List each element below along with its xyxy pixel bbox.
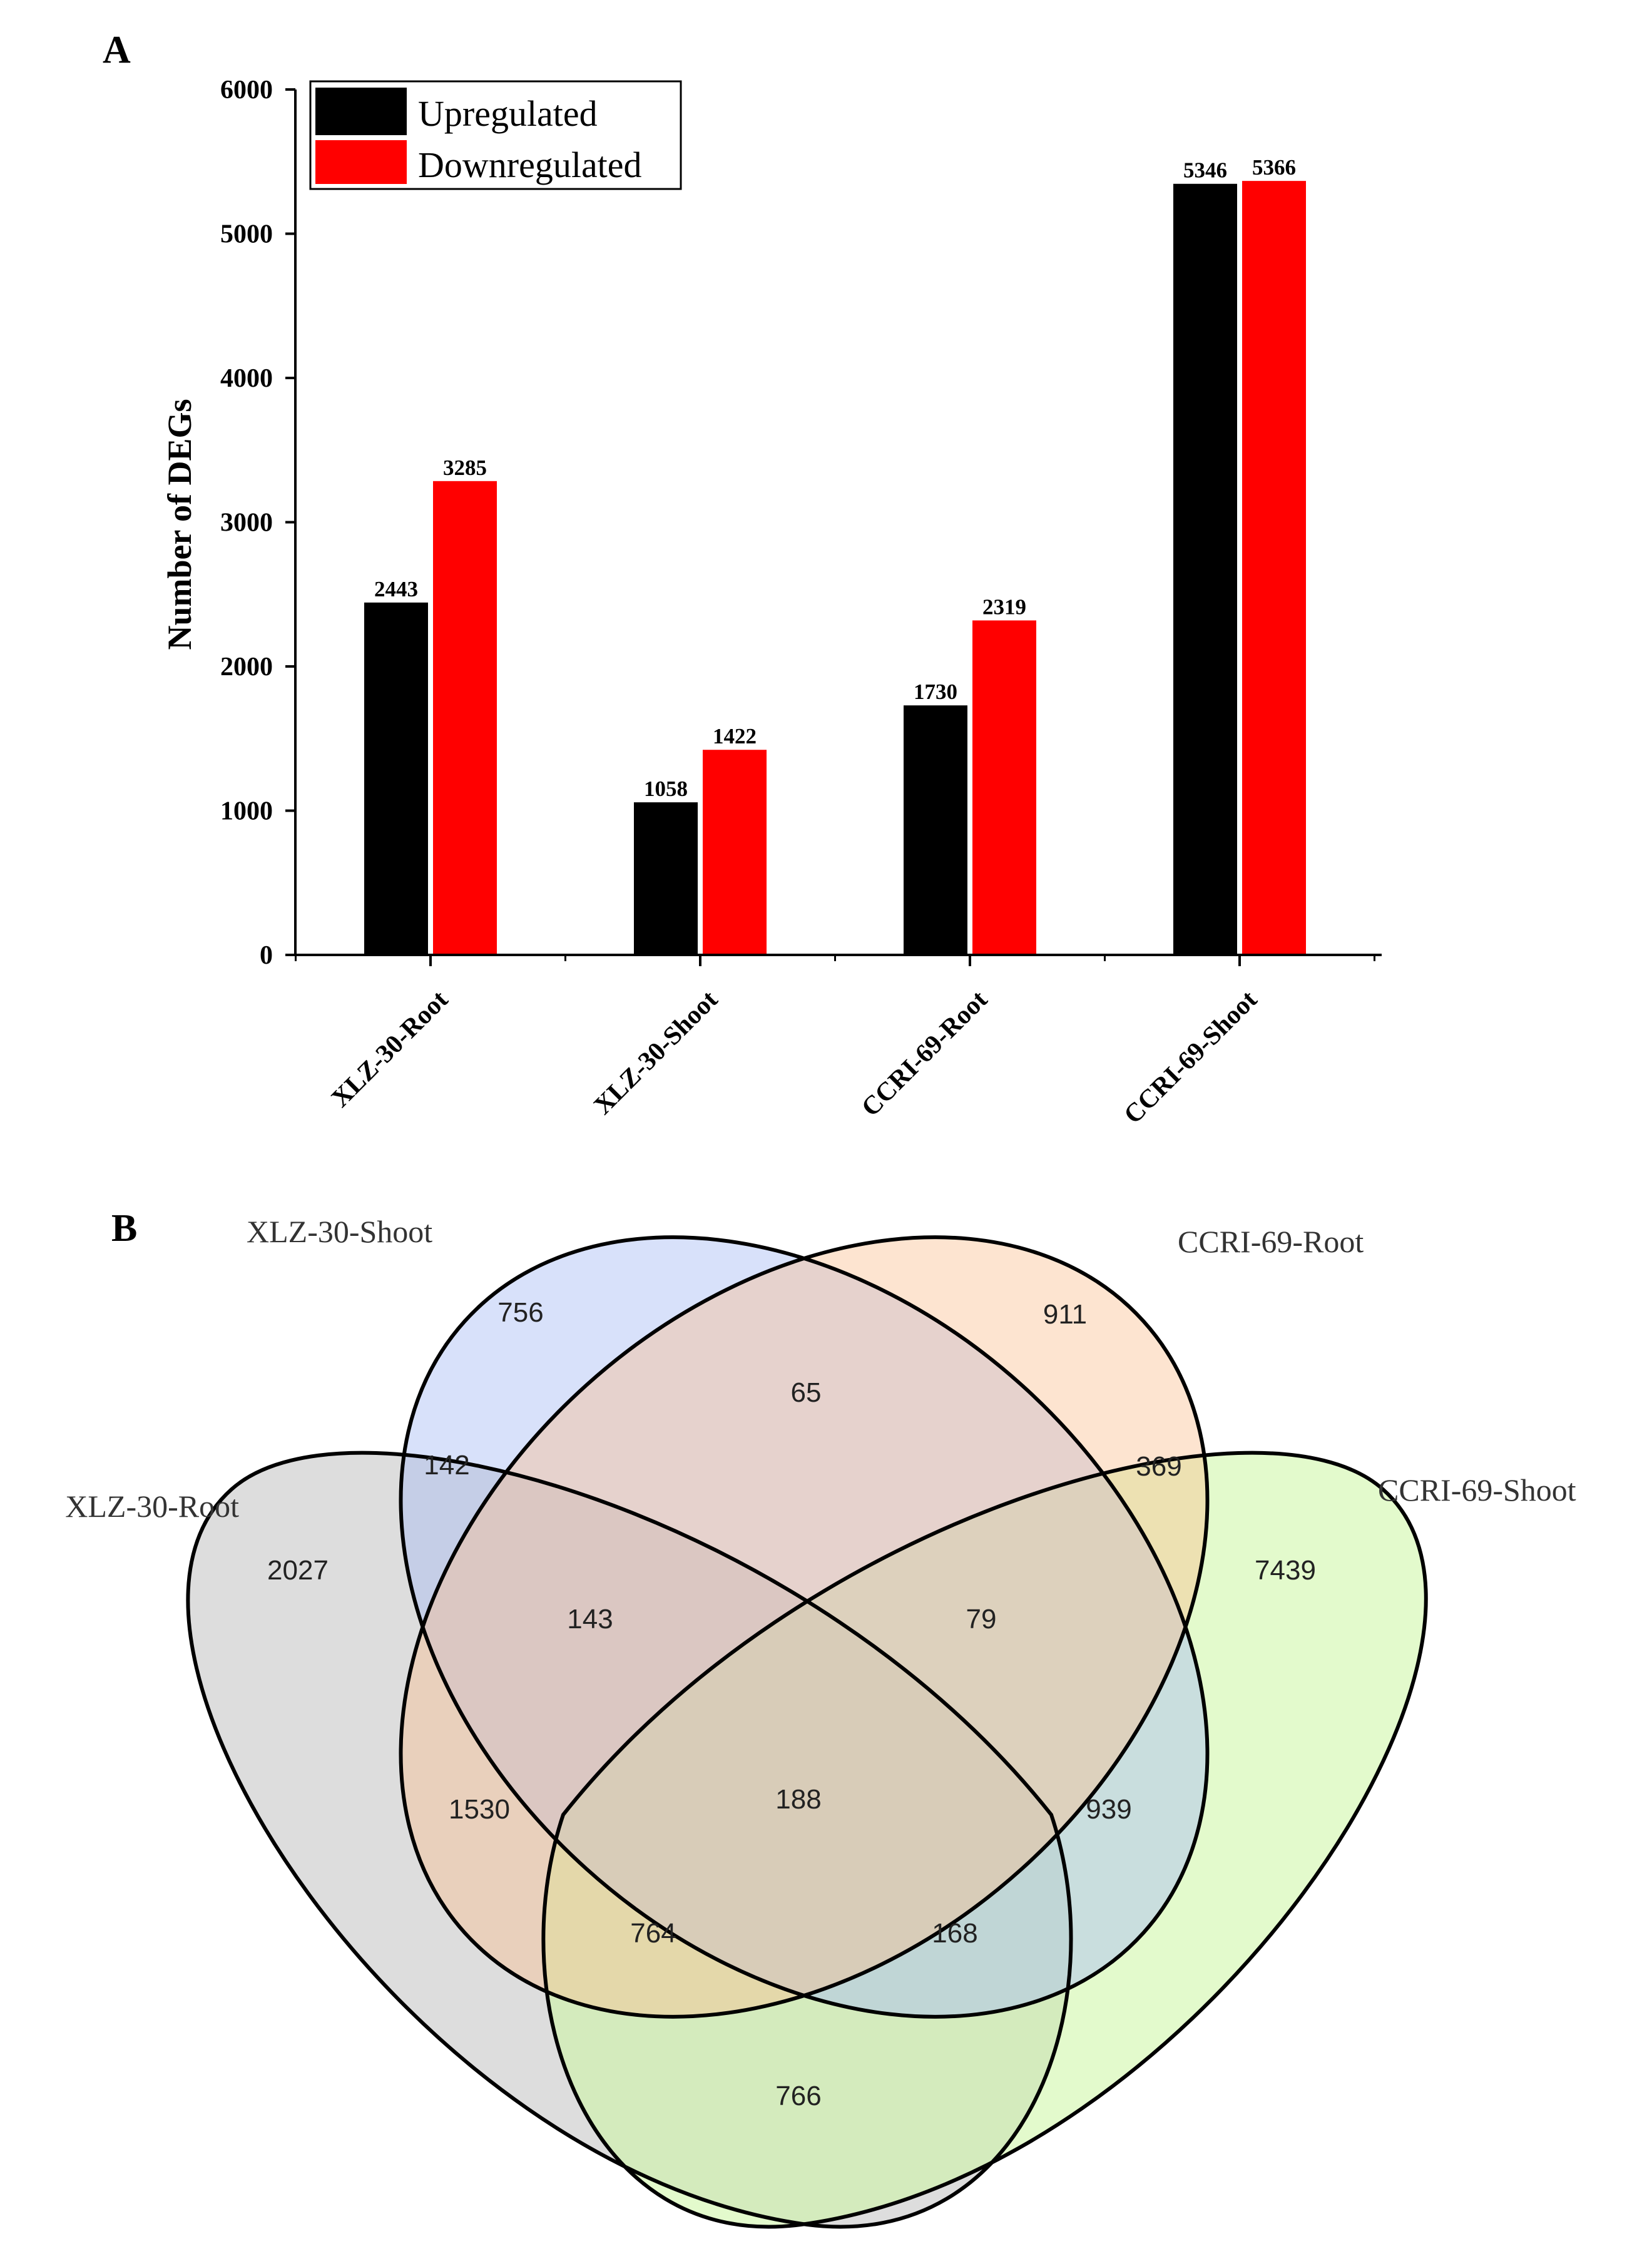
bar-ccri-69-shoot-upregulated xyxy=(1173,183,1237,955)
y-tick-label: 4000 xyxy=(220,364,273,393)
venn-region-counts: 756 911 65 142 369 2027 7439 143 79 1530… xyxy=(267,1297,1316,2111)
bar-value-label: 5346 xyxy=(1183,158,1227,183)
bar-ccri-69-shoot-downregulated xyxy=(1242,181,1306,956)
y-tick-label: 5000 xyxy=(220,220,273,249)
y-tick-label: 0 xyxy=(260,941,273,970)
venn-outline-xlz-30-root xyxy=(186,1451,1073,2229)
bar-value-label: 5366 xyxy=(1252,155,1296,180)
bar-ccri-69-root-upregulated xyxy=(904,705,967,955)
bar-value-label: 2319 xyxy=(982,594,1026,619)
venn-count-ccri-shoot-only: 7439 xyxy=(1255,1555,1316,1586)
venn-count-ccriroot-ccrishoot: 369 xyxy=(1136,1451,1181,1482)
bar-value-label: 3285 xyxy=(443,456,487,480)
venn-count-xlz-root-only: 2027 xyxy=(267,1555,329,1586)
legend-label-downregulated: Downregulated xyxy=(418,145,642,185)
y-tick-label: 6000 xyxy=(220,76,273,105)
panel-b-venn-diagram: B XLZ-30-Root XLZ-30-Shoot CCRI-69-Root … xyxy=(65,1207,1576,2229)
venn-outline-ccri-69-root xyxy=(399,1235,1210,2019)
venn-count-shoot-ccriroot-ccrishoot: 79 xyxy=(966,1604,997,1635)
panel-b-label: B xyxy=(111,1207,137,1250)
panel-a-bar-chart: A Number of DEGs 0 1000 2000 3000 4000 5000 60… xyxy=(103,29,1382,1130)
venn-outlines xyxy=(186,1235,1428,2229)
legend-swatch-downregulated xyxy=(315,140,407,184)
venn-set-ccri-69-shoot xyxy=(543,1452,1426,2227)
bar-xlz-30-shoot-upregulated xyxy=(634,802,698,955)
y-tick-label: 2000 xyxy=(220,653,273,681)
bar-value-label: 2443 xyxy=(374,577,418,601)
legend-label-upregulated: Upregulated xyxy=(418,93,598,134)
bars: 2443 3285 1058 1422 1730 2319 5346 5366 xyxy=(364,155,1306,956)
venn-set-xlz-30-shoot xyxy=(400,1237,1208,2017)
venn-count-xlzroot-shoot-ccrishoot: 168 xyxy=(932,1918,977,1949)
bar-xlz-30-shoot-downregulated xyxy=(703,750,767,955)
venn-outline-xlz-30-shoot xyxy=(399,1235,1210,2019)
bar-value-label: 1730 xyxy=(914,680,957,704)
venn-count-xlzroot-ccriroot-ccrishoot: 764 xyxy=(630,1918,676,1949)
venn-count-xlzroot-shoot-ccriroot: 143 xyxy=(567,1604,613,1635)
venn-count-xlzroot-ccriroot: 1530 xyxy=(449,1794,510,1825)
legend: Upregulated Downregulated xyxy=(309,80,682,190)
venn-count-shoot-only: 756 xyxy=(497,1297,543,1328)
venn-count-shoot-ccrishoot: 939 xyxy=(1086,1794,1131,1825)
venn-count-all-four: 188 xyxy=(775,1784,821,1815)
y-axis-ticks: 0 1000 2000 3000 4000 5000 6000 xyxy=(220,76,295,970)
venn-label-ccri-69-shoot: CCRI-69-Shoot xyxy=(1378,1472,1576,1507)
venn-outline-ccri-69-shoot xyxy=(541,1451,1428,2229)
venn-count-ccri-root-only: 911 xyxy=(1043,1299,1087,1330)
venn-count-xlzroot-ccrishoot: 766 xyxy=(775,2081,821,2111)
bar-ccri-69-root-downregulated xyxy=(972,620,1036,955)
venn-count-shoot-ccriroot: 65 xyxy=(791,1377,822,1408)
venn-count-xlzroot-shoot: 142 xyxy=(424,1450,469,1481)
panel-a-label: A xyxy=(103,29,131,71)
y-tick-label: 1000 xyxy=(220,797,273,826)
bar-xlz-30-root-upregulated xyxy=(364,602,428,955)
venn-label-xlz-30-shoot: XLZ-30-Shoot xyxy=(247,1214,432,1249)
venn-fills xyxy=(188,1237,1426,2227)
bar-xlz-30-root-downregulated xyxy=(433,481,497,955)
venn-set-ccri-69-root xyxy=(400,1237,1208,2017)
venn-label-xlz-30-root: XLZ-30-Root xyxy=(65,1489,239,1524)
venn-label-ccri-69-root: CCRI-69-Root xyxy=(1178,1224,1364,1259)
bar-value-label: 1058 xyxy=(644,777,688,801)
y-axis-title: Number of DEGs xyxy=(161,399,198,650)
bar-value-label: 1422 xyxy=(713,724,757,748)
y-tick-label: 3000 xyxy=(220,509,273,538)
legend-swatch-upregulated xyxy=(315,88,407,135)
